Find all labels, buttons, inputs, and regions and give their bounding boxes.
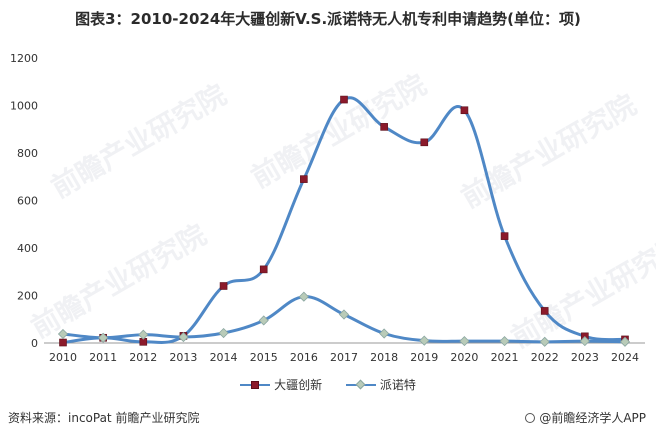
brand-logo-icon (525, 412, 536, 423)
x-tick-label: 2017 (330, 351, 358, 364)
x-tick-label: 2010 (49, 351, 77, 364)
data-point-parrot (138, 329, 149, 340)
chart-title: 图表3：2010-2024年大疆创新V.S.派诺特无人机专利申请趋势(单位：项) (75, 10, 581, 28)
brand-text: @前瞻经济学人APP (539, 411, 646, 425)
source-note: 资料来源：incoPat 前瞻产业研究院 (8, 411, 200, 425)
data-point-parrot (57, 328, 69, 340)
data-point-parrot (419, 335, 430, 346)
legend: 大疆创新 派诺特 (0, 376, 656, 393)
data-point-dji (219, 282, 228, 290)
y-tick-label: 1000 (10, 100, 38, 113)
data-point-parrot (178, 331, 189, 343)
legend-item-dji: 大疆创新 (240, 376, 322, 393)
square-marker-icon (240, 380, 271, 390)
series-line-dji (62, 96, 626, 345)
y-tick-label: 200 (17, 290, 38, 303)
x-tick-label: 2022 (531, 351, 559, 364)
data-point-dji (300, 175, 308, 183)
x-tick-label: 2015 (250, 351, 278, 364)
data-point-parrot (499, 336, 510, 347)
x-tick-label: 2013 (169, 351, 197, 364)
data-point-parrot (338, 309, 350, 320)
brand-credit: @前瞻经济学人APP (525, 409, 646, 426)
y-tick-label: 1200 (10, 52, 38, 65)
x-tick-label: 2023 (571, 351, 599, 364)
data-point-dji (540, 307, 549, 315)
data-point-parrot (619, 336, 631, 347)
x-tick-label: 2012 (129, 351, 157, 364)
diamond-marker-icon (345, 379, 376, 390)
y-tick-label: 0 (31, 337, 38, 350)
data-point-dji (500, 232, 509, 240)
legend-label-dji: 大疆创新 (274, 378, 323, 392)
x-tick-label: 2020 (450, 351, 478, 364)
data-point-parrot (459, 336, 470, 347)
data-point-parrot (218, 327, 229, 339)
legend-item-parrot: 派诺特 (345, 376, 416, 393)
data-point-parrot (539, 336, 550, 347)
x-tick-label: 2016 (290, 351, 318, 364)
x-tick-label: 2018 (370, 351, 398, 364)
x-tick-label: 2019 (410, 351, 438, 364)
data-point-dji (420, 138, 429, 147)
y-tick-label: 600 (17, 195, 38, 208)
legend-label-parrot: 派诺特 (379, 378, 416, 392)
x-tick-label: 2021 (491, 351, 519, 364)
y-tick-label: 400 (17, 242, 38, 255)
data-point-parrot (579, 336, 590, 347)
x-tick-label: 2024 (611, 351, 639, 364)
data-point-dji (460, 106, 469, 115)
data-point-dji (340, 95, 348, 104)
data-point-parrot (258, 315, 269, 326)
data-point-parrot (98, 332, 109, 343)
data-point-dji (259, 265, 268, 274)
x-tick-label: 2014 (210, 351, 238, 364)
x-tick-label: 2011 (89, 351, 117, 364)
data-point-dji (380, 123, 388, 131)
data-point-dji (59, 338, 67, 347)
data-point-parrot (379, 328, 390, 339)
data-point-parrot (298, 291, 309, 302)
y-tick-label: 800 (17, 147, 38, 160)
